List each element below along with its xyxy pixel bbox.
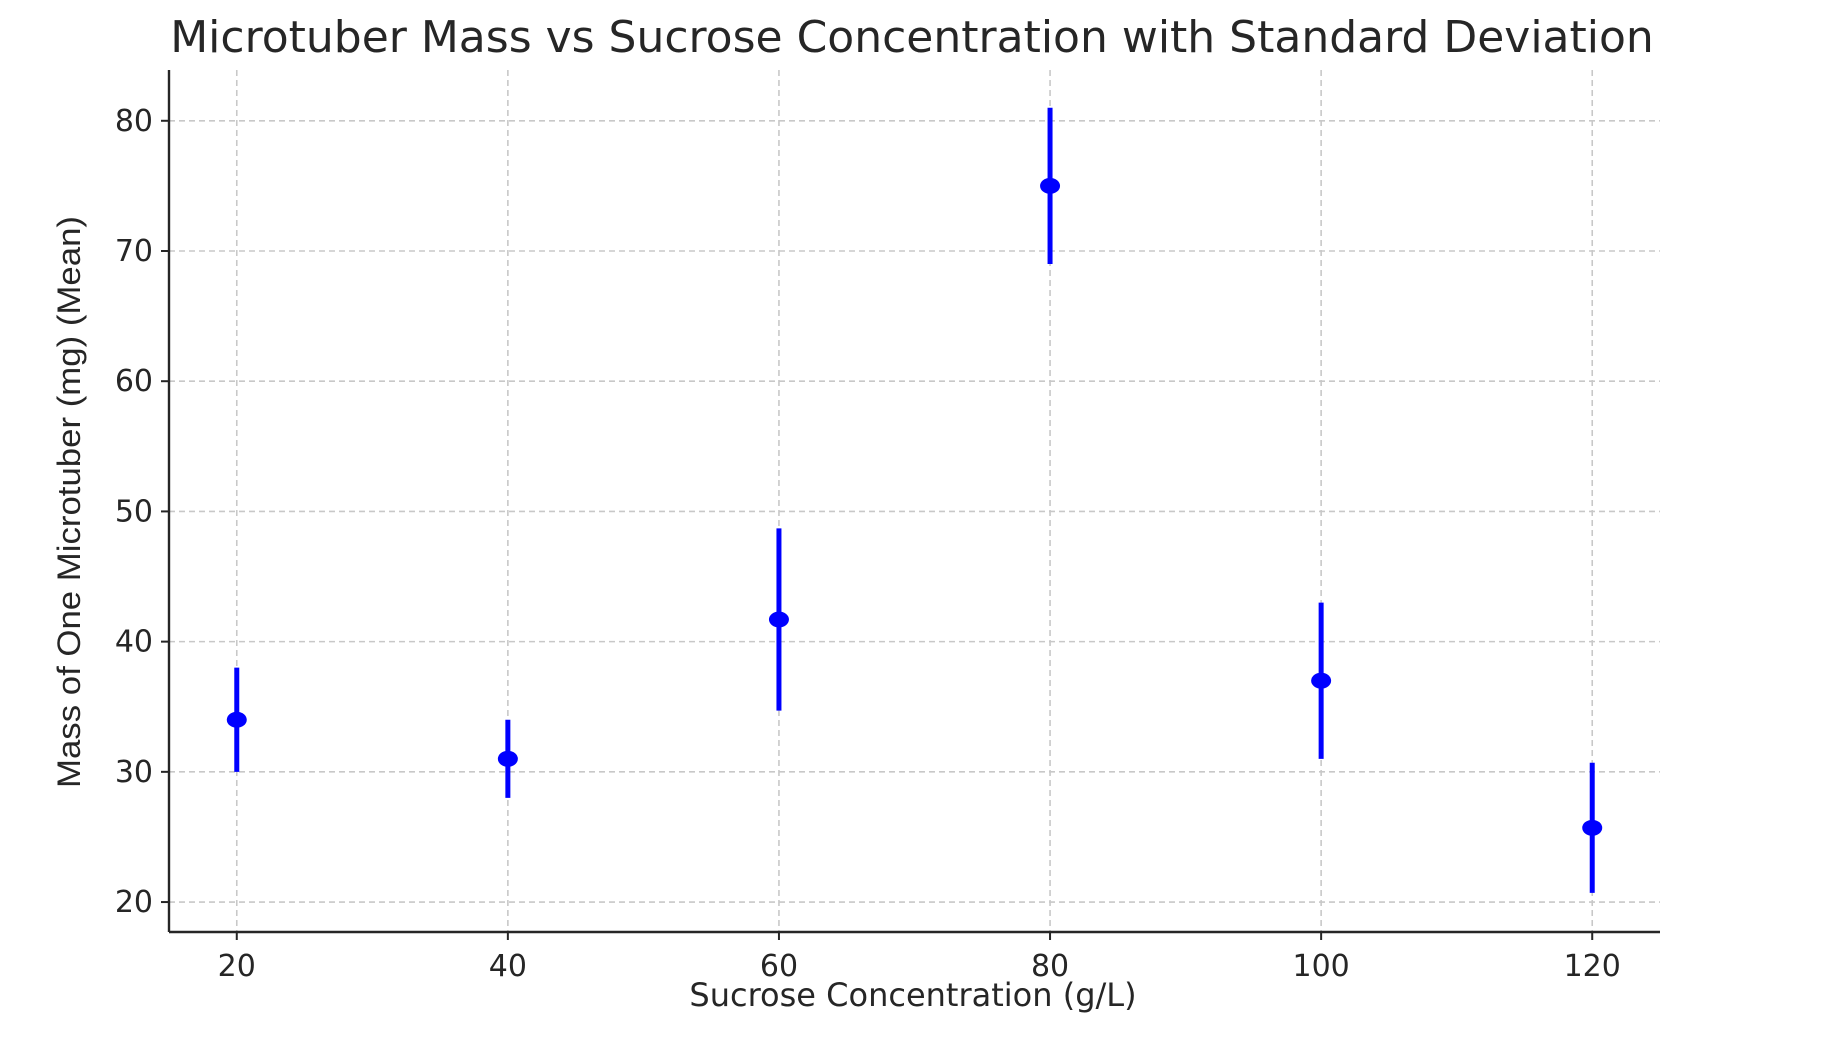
y-tick-label: 80 xyxy=(115,104,153,139)
data-point xyxy=(1311,672,1332,689)
x-tick-label: 80 xyxy=(1031,949,1069,984)
data-point xyxy=(1582,819,1603,836)
data-point xyxy=(768,611,789,628)
data-series xyxy=(226,107,1603,893)
x-tick-label: 20 xyxy=(218,949,256,984)
x-tick-label: 60 xyxy=(760,949,798,984)
grid-lines xyxy=(169,70,1660,932)
axes xyxy=(161,70,1660,940)
chart-title: Microtuber Mass vs Sucrose Concentration… xyxy=(170,12,1654,63)
y-axis-label: Mass of One Microtuber (mg) (Mean) xyxy=(51,216,87,788)
data-point xyxy=(226,711,247,728)
y-tick-label: 60 xyxy=(115,364,153,399)
y-tick-label: 70 xyxy=(115,234,153,269)
x-axis-label: Sucrose Concentration (g/L) xyxy=(689,976,1136,1014)
y-tick-label: 50 xyxy=(115,494,153,529)
y-tick-label: 30 xyxy=(115,755,153,790)
y-tick-label: 40 xyxy=(115,625,153,660)
tick-labels: 20 40 60 80 100 120 20 30 40 50 60 70 80 xyxy=(115,104,1621,984)
x-tick-label: 100 xyxy=(1293,949,1350,984)
x-tick-label: 120 xyxy=(1564,949,1621,984)
x-tick-label: 40 xyxy=(489,949,527,984)
y-tick-label: 20 xyxy=(115,885,153,920)
data-point xyxy=(497,750,518,767)
data-point xyxy=(1040,177,1061,194)
